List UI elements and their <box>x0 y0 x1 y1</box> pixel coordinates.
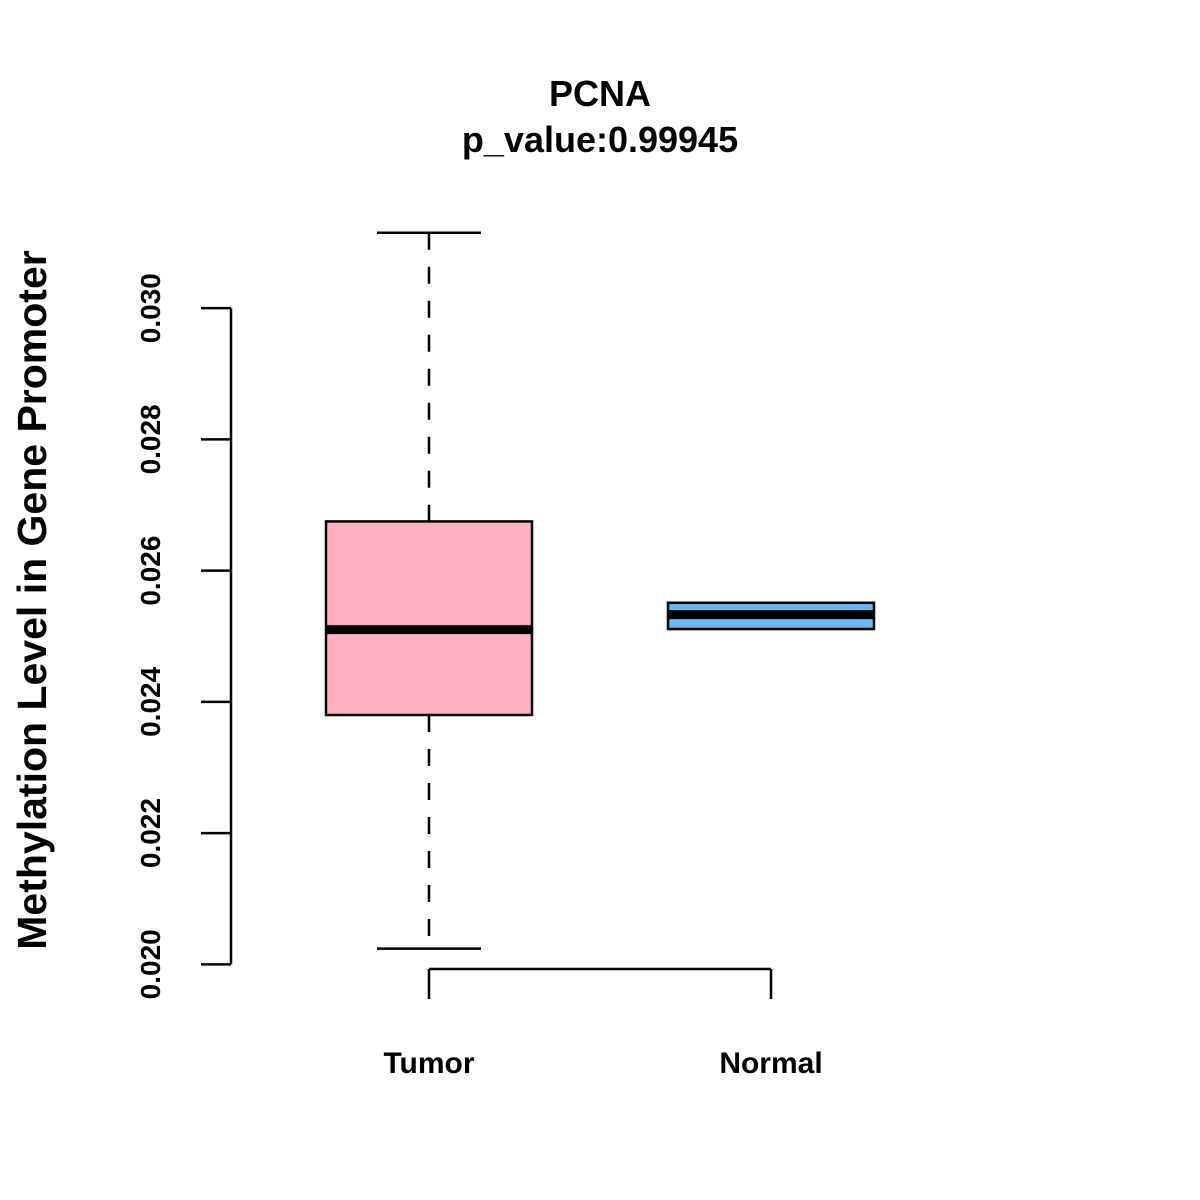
y-tick-label: 0.030 <box>135 273 166 343</box>
y-tick-label: 0.028 <box>135 404 166 474</box>
y-axis-label: Methylation Level in Gene Promoter <box>9 250 55 949</box>
chart-title: PCNA <box>549 73 651 114</box>
y-tick-label: 0.026 <box>135 536 166 606</box>
chart-subtitle: p_value:0.99945 <box>462 119 738 160</box>
box-normal <box>666 601 876 631</box>
x-tick-label: Tumor <box>383 1047 474 1080</box>
x-axis: Tumor Normal <box>383 967 823 1080</box>
y-tick-label: 0.020 <box>135 929 166 999</box>
y-tick-label: 0.024 <box>135 666 166 736</box>
box-tumor <box>324 231 534 950</box>
x-tick-label: Normal <box>719 1047 822 1080</box>
boxes <box>324 231 876 950</box>
y-axis: 0.020 0.022 0.024 0.026 0.028 0.030 <box>135 273 233 999</box>
box-iqr <box>324 520 534 717</box>
y-tick-label: 0.022 <box>135 798 166 868</box>
